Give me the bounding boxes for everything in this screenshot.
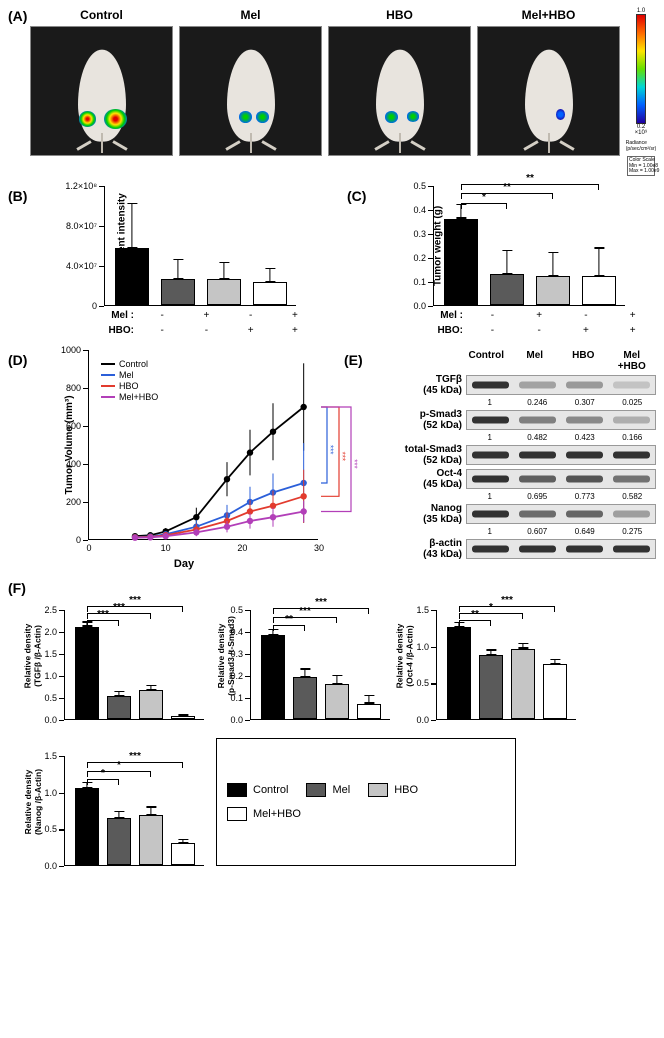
bar-hbo [325, 684, 349, 719]
mouse-hbo: HBO [328, 8, 471, 156]
bar-melhbo [582, 276, 616, 305]
bar-melhbo [357, 704, 381, 719]
mouse-control: Control [30, 8, 173, 156]
svg-text:***: *** [338, 452, 347, 461]
bar-control [75, 788, 99, 865]
bar-hbo [139, 690, 163, 719]
label-e: (E) [344, 352, 363, 368]
panel-c: 0.00.10.20.30.40.5*****Tumor weight (g) … [393, 186, 656, 336]
figure: (A) Control Mel HBO Mel+HBO 1.0 0.2 ×10⁹… [0, 0, 664, 874]
legend-f: ControlMelHBOMel+HBO [216, 738, 516, 866]
bar-melhbo [253, 282, 287, 305]
bar-control [447, 627, 471, 719]
bar-control [444, 219, 478, 305]
label-f: (F) [8, 580, 26, 596]
bar-mel [107, 696, 131, 719]
label-a: (A) [8, 8, 27, 24]
bar-hbo [207, 279, 241, 305]
label-c: (C) [347, 188, 366, 204]
panel-d: ********* Control Mel HBO Mel+HBO 020040… [44, 350, 324, 570]
label-b: (B) [8, 188, 27, 204]
bar-hbo [511, 649, 535, 719]
bar-melhbo [171, 843, 195, 865]
colorbar: 1.0 0.2 ×10⁹ Radiance (p/sec/cm²/sr) Col… [626, 8, 656, 176]
bar-mel [107, 818, 131, 865]
bar-mel [490, 274, 524, 305]
panel-a: (A) Control Mel HBO Mel+HBO 1.0 0.2 ×10⁹… [8, 8, 656, 176]
label-d: (D) [8, 352, 27, 368]
bar-mel [479, 655, 503, 719]
bar-mel [293, 677, 317, 719]
bar-control [75, 627, 99, 719]
svg-text:***: *** [326, 445, 335, 454]
panel-b: 04.0×10⁷8.0×10⁷1.2×10⁸Luminescent intens… [54, 186, 317, 336]
bar-melhbo [543, 664, 567, 719]
panel-e: ControlMelHBOMel +HBOTGFβ (45 kDa)10.246… [380, 350, 656, 560]
mouse-mel: Mel [179, 8, 322, 156]
bar-hbo [139, 815, 163, 865]
panel-f: 0.00.51.01.52.02.5*********Relative dens… [30, 592, 656, 866]
bar-hbo [536, 276, 570, 305]
bar-melhbo [171, 716, 195, 719]
legend-d: Control Mel HBO Mel+HBO [99, 356, 160, 405]
bar-mel [161, 279, 195, 305]
bar-control [261, 635, 285, 719]
svg-text:***: *** [350, 459, 359, 468]
mouse-melhbo: Mel+HBO [477, 8, 620, 156]
